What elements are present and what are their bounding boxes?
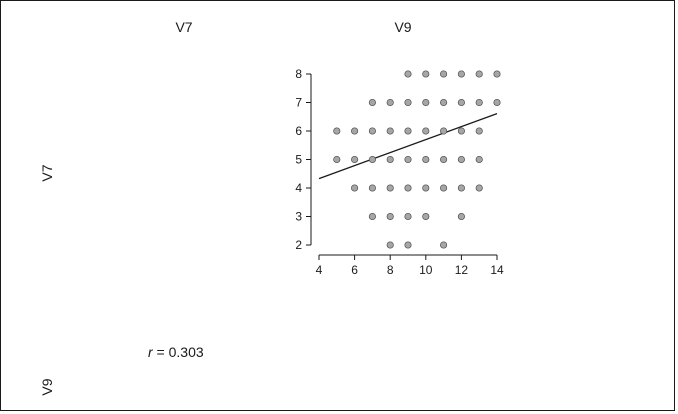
data-point — [368, 212, 376, 221]
data-point — [368, 127, 376, 135]
data-point — [351, 184, 359, 192]
data-point — [440, 155, 448, 164]
regression-line — [318, 113, 498, 180]
y-tick-label: 2 — [295, 238, 302, 252]
data-point — [351, 127, 359, 135]
data-point — [475, 127, 483, 135]
y-tick-label: 3 — [295, 210, 302, 224]
data-point — [422, 98, 430, 107]
data-point — [404, 184, 412, 192]
data-point — [333, 127, 341, 135]
y-tick-label: 4 — [295, 181, 302, 195]
data-point — [368, 184, 376, 192]
y-tick-label: 8 — [295, 67, 302, 81]
data-point — [404, 127, 412, 135]
data-point — [351, 155, 359, 164]
data-point — [422, 70, 430, 78]
data-point — [475, 155, 483, 164]
y-tick-label: 5 — [295, 153, 302, 167]
data-point — [457, 184, 465, 192]
correlation-symbol: r — [148, 344, 153, 360]
data-point — [422, 155, 430, 164]
data-point — [475, 70, 483, 78]
data-point — [422, 127, 430, 135]
x-tick-label: 10 — [419, 263, 433, 277]
x-tick-label: 8 — [387, 263, 394, 277]
data-point — [386, 184, 394, 192]
data-point — [493, 98, 501, 107]
x-tick-label: 6 — [351, 263, 358, 277]
data-point — [422, 184, 430, 192]
data-point — [386, 127, 394, 135]
column-label-v9: V9 — [394, 19, 412, 35]
data-point — [404, 241, 412, 249]
x-tick-label: 4 — [316, 263, 323, 277]
x-tick-label: 12 — [455, 263, 469, 277]
data-point — [440, 70, 448, 78]
data-point — [404, 155, 412, 164]
data-point — [386, 212, 394, 221]
data-point — [404, 212, 412, 221]
y-tick-label: 7 — [295, 96, 302, 110]
data-point — [440, 241, 448, 249]
data-point — [404, 98, 412, 107]
data-point — [386, 241, 394, 249]
data-point — [422, 212, 430, 221]
data-point — [440, 127, 448, 135]
data-point — [368, 98, 376, 107]
data-point — [457, 70, 465, 78]
data-point — [440, 98, 448, 107]
correlation-label: r = 0.303 — [148, 344, 204, 360]
data-point — [457, 212, 465, 221]
data-point — [493, 70, 501, 78]
data-point — [333, 155, 341, 164]
x-tick-label: 14 — [490, 263, 504, 277]
column-label-v7: V7 — [175, 19, 193, 35]
data-point — [475, 98, 483, 107]
data-point — [457, 98, 465, 107]
data-point — [457, 155, 465, 164]
data-point — [457, 127, 465, 135]
data-point — [440, 184, 448, 192]
data-point — [404, 70, 412, 78]
data-point — [386, 155, 394, 164]
data-point — [386, 98, 394, 107]
data-point — [475, 184, 483, 192]
data-point — [368, 155, 376, 164]
correlation-value: = 0.303 — [152, 344, 204, 360]
y-tick-label: 6 — [295, 124, 302, 138]
